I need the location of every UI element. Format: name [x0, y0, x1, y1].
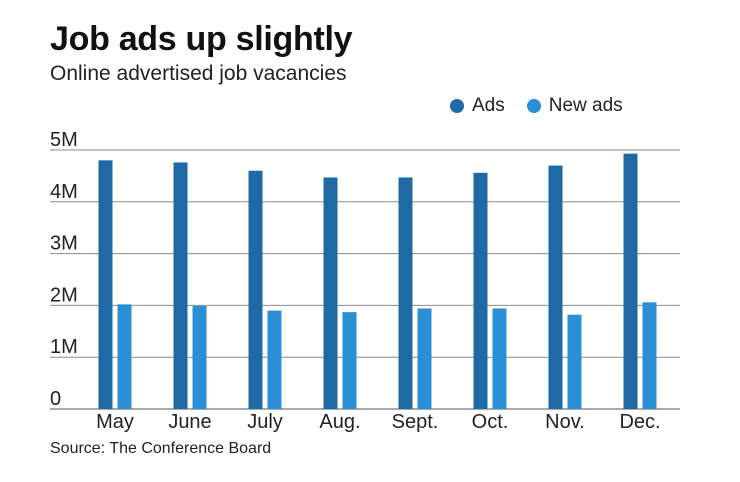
y-tick-label: 4M: [50, 181, 78, 203]
legend-swatch-new-ads: [526, 99, 541, 113]
bar-ads: [173, 162, 188, 409]
bar-ads: [398, 177, 413, 409]
bar-new-ads: [417, 308, 432, 409]
bar-new-ads: [642, 302, 657, 409]
bar-new-ads: [492, 308, 507, 409]
bar-new-ads: [342, 312, 357, 409]
y-tick-label: 2M: [50, 284, 78, 306]
legend-item-ads: Ads: [450, 95, 505, 117]
source-note: Source: The Conference Board: [50, 440, 272, 457]
legend-label-new-ads: New ads: [548, 95, 623, 116]
chart-title: Job ads up slightly: [50, 20, 353, 58]
bar-new-ads: [117, 304, 132, 409]
legend-item-new-ads: New ads: [526, 95, 623, 117]
legend-label-ads: Ads: [472, 95, 505, 116]
chart-subtitle: Online advertised job vacancies: [50, 62, 347, 85]
x-tick-label: July: [247, 411, 283, 433]
x-tick-label: Aug.: [319, 411, 360, 433]
bar-ads: [548, 165, 563, 409]
y-tick-label: 3M: [50, 233, 78, 255]
x-tick-label: May: [96, 411, 134, 433]
y-tick-label: 0: [50, 388, 61, 410]
x-tick-label: Oct.: [472, 411, 509, 433]
y-tick-label: 5M: [50, 129, 78, 151]
y-tick-label: 1M: [50, 336, 78, 358]
gridlines: [50, 149, 680, 410]
bar-ads: [98, 160, 113, 409]
bar-ads: [323, 177, 338, 409]
legend-swatch-ads: [450, 99, 464, 113]
bars: [98, 153, 657, 409]
x-tick-labels: May June July Aug. Sept. Oct. Nov. Dec.: [96, 411, 660, 433]
legend: Ads New ads: [450, 95, 645, 117]
bar-new-ads: [192, 305, 207, 409]
x-tick-label: Dec.: [619, 411, 660, 433]
x-tick-label: Nov.: [545, 411, 585, 433]
bar-ads: [623, 153, 638, 409]
bar-ads: [473, 172, 488, 409]
bar-ads: [248, 170, 263, 409]
y-tick-labels: 0 1M 2M 3M 4M 5M: [50, 129, 78, 410]
x-tick-label: June: [168, 411, 211, 433]
bar-new-ads: [567, 314, 582, 409]
bar-new-ads: [267, 310, 282, 409]
x-tick-label: Sept.: [392, 411, 439, 433]
